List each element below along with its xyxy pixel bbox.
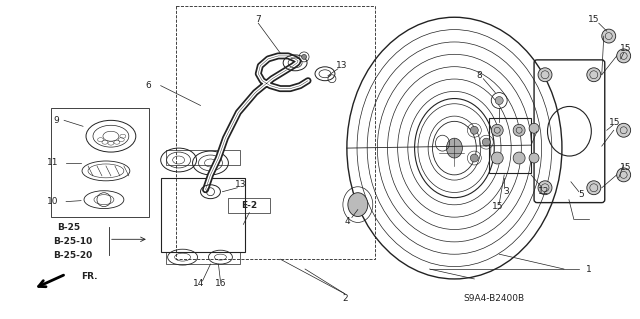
Circle shape (529, 123, 539, 133)
Circle shape (492, 152, 503, 164)
Bar (175, 6, 375, 259)
Text: 12: 12 (538, 187, 550, 196)
Text: 8: 8 (476, 71, 482, 80)
Circle shape (617, 123, 630, 137)
Bar (166, 150, 241, 165)
Circle shape (602, 29, 616, 43)
Text: FR.: FR. (81, 272, 97, 281)
Bar (166, 252, 241, 264)
Bar (161, 178, 245, 252)
Text: 15: 15 (492, 202, 503, 211)
Ellipse shape (348, 193, 368, 217)
Circle shape (538, 68, 552, 82)
Text: 13: 13 (235, 180, 246, 189)
Circle shape (513, 152, 525, 164)
Text: E-2: E-2 (241, 201, 257, 210)
Text: 3: 3 (503, 187, 509, 196)
Bar (51, 108, 148, 218)
Ellipse shape (447, 138, 462, 158)
Text: 9: 9 (53, 116, 59, 125)
Text: B-25-20: B-25-20 (54, 251, 93, 260)
Text: 15: 15 (620, 44, 632, 54)
Text: 15: 15 (620, 163, 632, 173)
Circle shape (617, 49, 630, 63)
Bar (489, 118, 531, 173)
Circle shape (483, 138, 490, 146)
Text: 14: 14 (193, 279, 204, 288)
Circle shape (617, 168, 630, 182)
Circle shape (470, 154, 478, 162)
Circle shape (492, 124, 503, 136)
Circle shape (495, 97, 503, 105)
Circle shape (301, 55, 307, 59)
Text: B-25: B-25 (58, 223, 81, 232)
Text: 15: 15 (588, 15, 600, 24)
Text: B-25-10: B-25-10 (54, 237, 93, 246)
Circle shape (529, 153, 539, 163)
Text: 2: 2 (342, 294, 348, 303)
Circle shape (513, 124, 525, 136)
Text: 10: 10 (47, 197, 59, 206)
Text: 16: 16 (214, 279, 226, 288)
Text: 13: 13 (336, 61, 348, 70)
Circle shape (470, 126, 478, 134)
Bar (228, 198, 270, 212)
Text: 11: 11 (47, 159, 59, 167)
Circle shape (538, 181, 552, 195)
Text: 15: 15 (609, 118, 620, 127)
Text: 5: 5 (578, 190, 584, 199)
Text: 4: 4 (344, 217, 349, 226)
Circle shape (587, 68, 601, 82)
Text: S9A4-B2400B: S9A4-B2400B (463, 294, 525, 303)
Text: 1: 1 (586, 264, 592, 273)
Circle shape (587, 181, 601, 195)
Text: 7: 7 (255, 15, 261, 24)
Text: 6: 6 (145, 81, 150, 90)
